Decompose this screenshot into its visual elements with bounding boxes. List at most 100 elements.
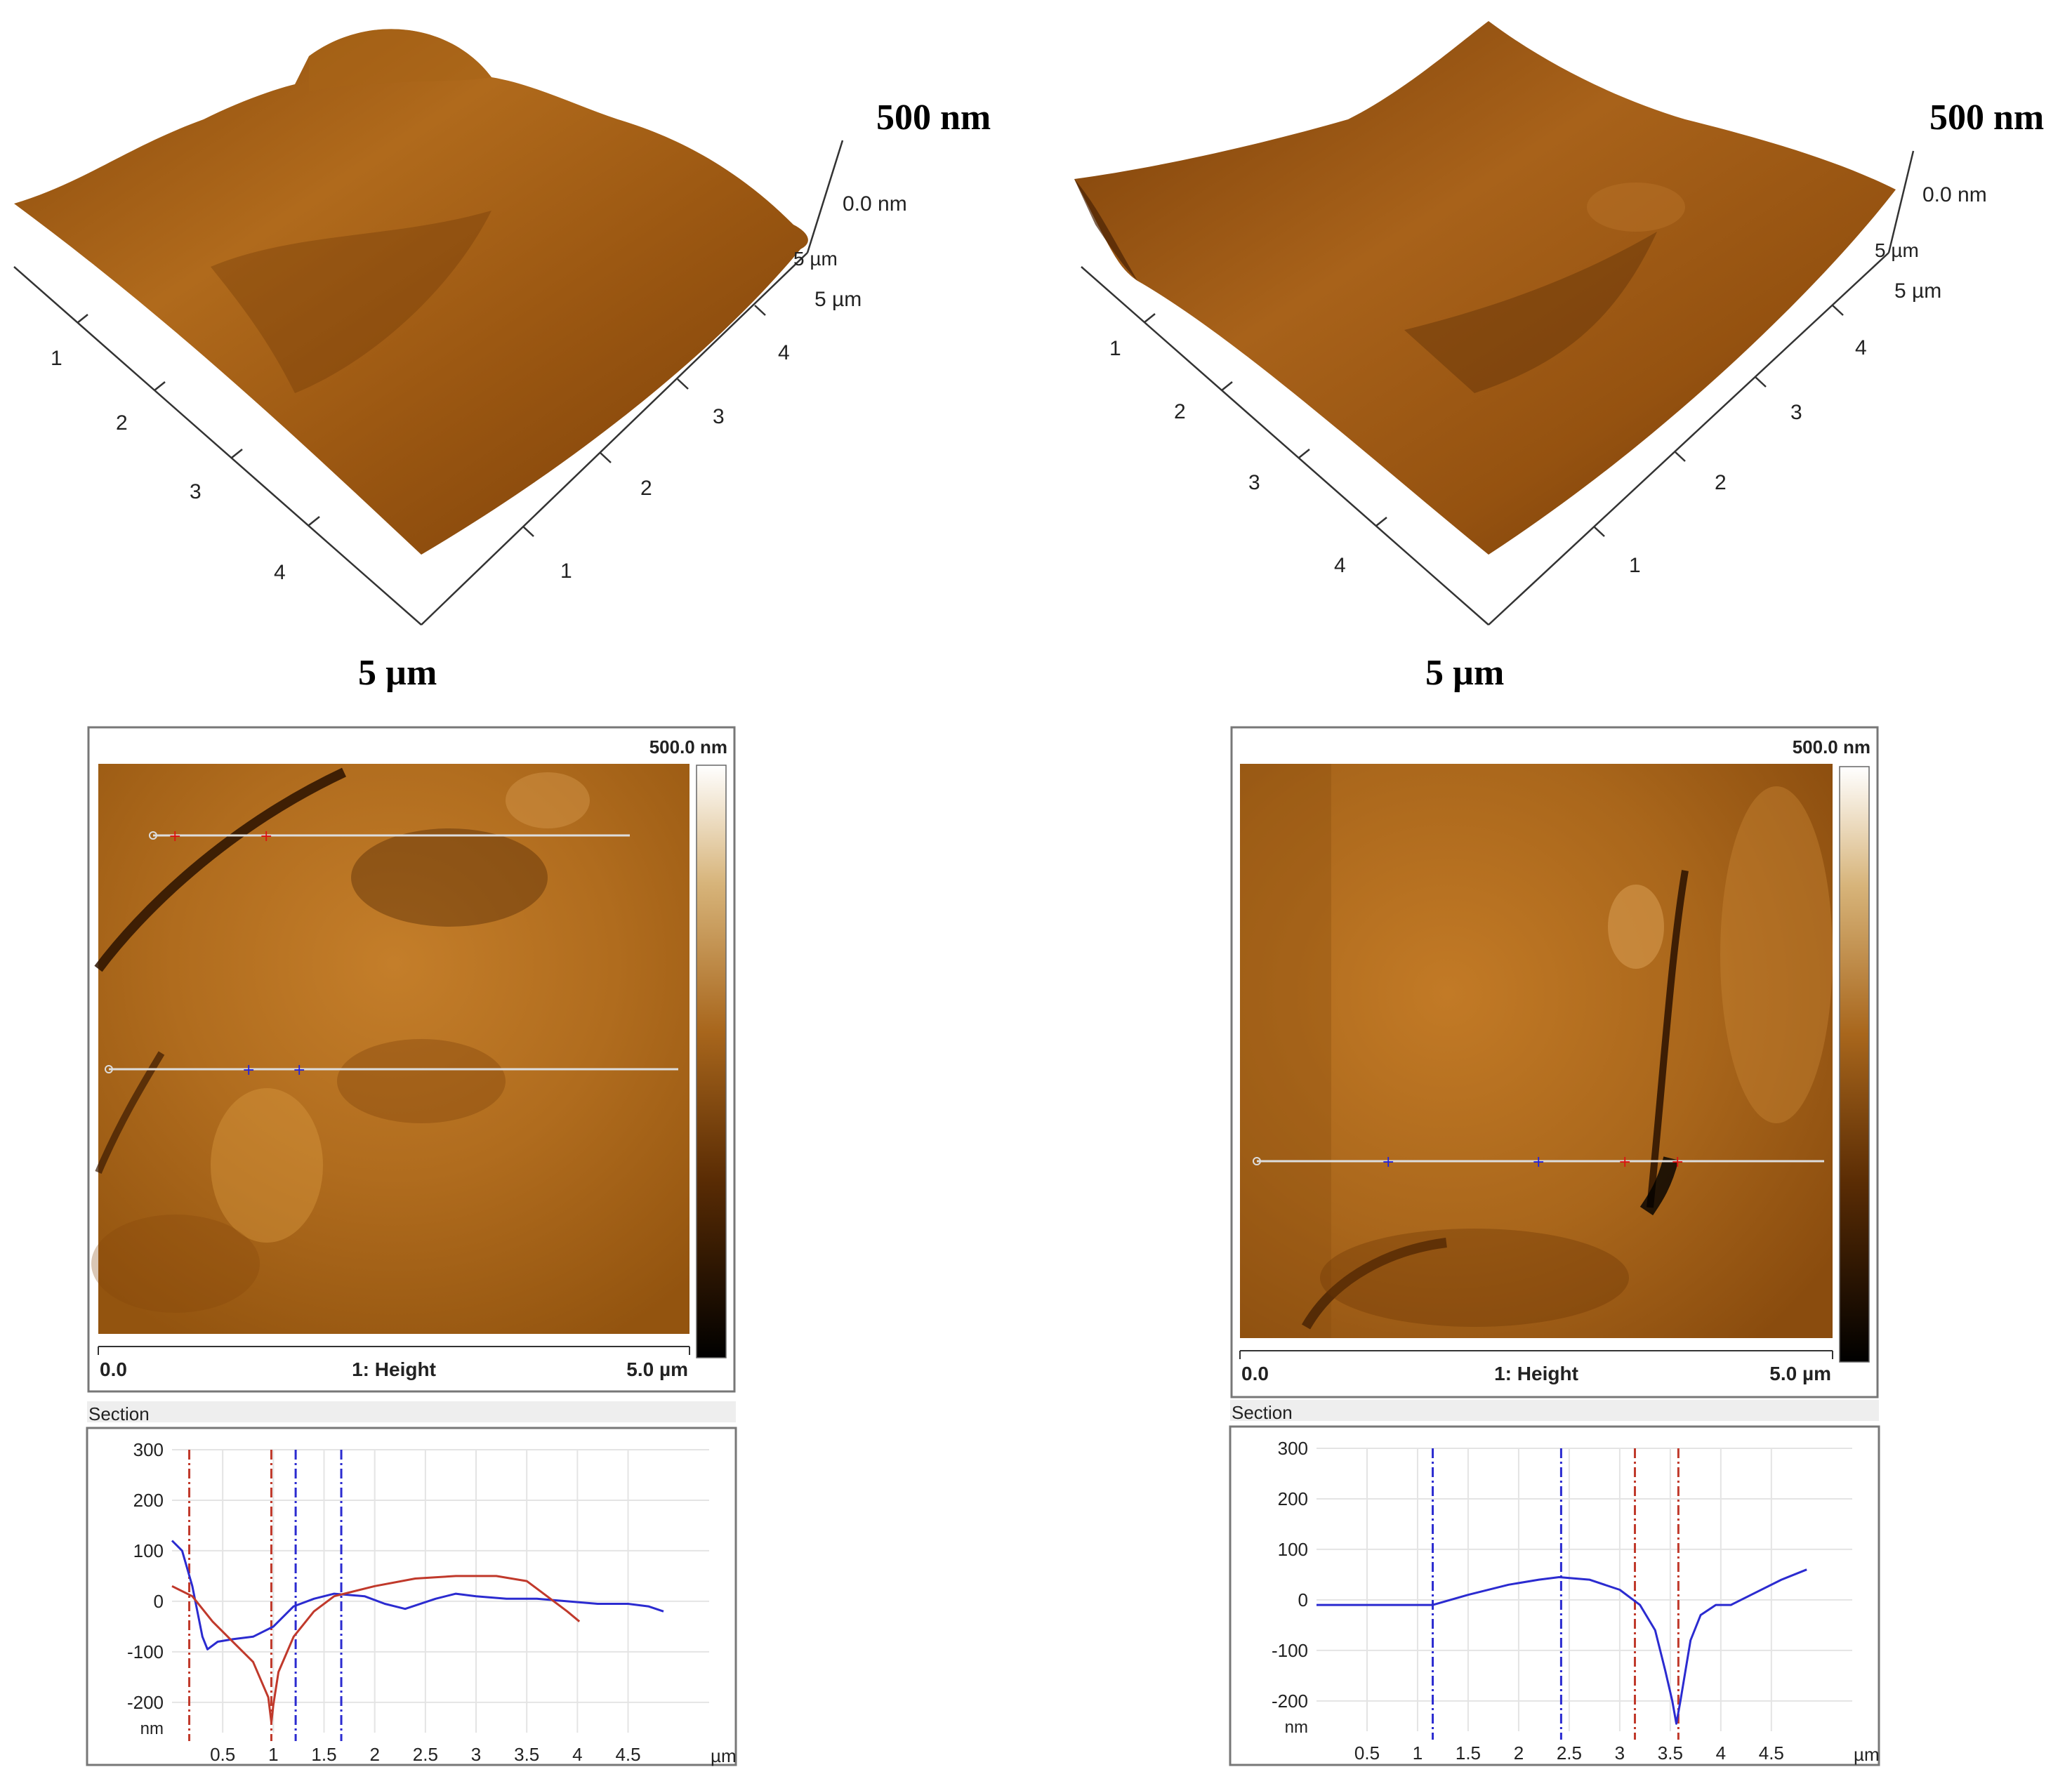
section-label: Section	[1232, 1402, 1293, 1423]
right-tick-label: 3	[713, 405, 725, 428]
y-end-label: 5 µm	[1875, 239, 1919, 261]
color-scale-bar	[696, 765, 727, 1358]
x-tick-label: 1.5	[1456, 1742, 1481, 1764]
surface-right	[1074, 21, 1896, 555]
z-scale-label: 500 nm	[876, 98, 991, 138]
surface-right-shade	[1404, 232, 1657, 393]
map-title: 1: Height	[1494, 1363, 1578, 1384]
x-axis-label: µm	[1854, 1744, 1880, 1765]
left-tick-label: 3	[1248, 471, 1260, 494]
map-x-end: 5.0 µm	[1769, 1363, 1831, 1384]
surface-left-shade	[211, 211, 491, 393]
x-tick-label: 2	[1514, 1742, 1524, 1764]
right-tick-label: 4	[1855, 336, 1867, 359]
x-tick-label: 2	[369, 1744, 379, 1765]
map-title: 1: Height	[352, 1358, 436, 1380]
x-tick-label: 3.5	[514, 1744, 539, 1765]
section-panel-left: Section 0.5 1 1.5 2 2.5 3 3.5 4 4.5 300 200 100 0 -10…	[86, 1401, 737, 1766]
y-tick-label: 100	[1278, 1539, 1308, 1560]
svg-text:+: +	[1671, 1153, 1684, 1171]
color-scale-bar	[1839, 766, 1870, 1363]
x-tick-label: 1	[1413, 1742, 1423, 1764]
y-tick-label: -100	[1272, 1640, 1308, 1661]
left-tick-label: 1	[1109, 337, 1121, 360]
y-axis-label: nm	[140, 1719, 164, 1738]
map-x-start: 0.0	[100, 1358, 127, 1380]
right-tick-label: 1	[1629, 554, 1641, 577]
svg-text:+: +	[293, 1061, 305, 1079]
series-line-blue	[1317, 1568, 1807, 1725]
height-map-right: + + + + 500.0 nm 0.0 1: Height 5.0 µm	[1230, 726, 1879, 1398]
x-tick-label: 2.5	[1557, 1742, 1582, 1764]
height-map-image	[1240, 764, 1833, 1338]
series-line-red	[171, 1575, 581, 1724]
left-tick-label: 2	[1174, 400, 1186, 423]
right-tick-label: 2	[1715, 471, 1727, 494]
section-chart-left: 0.5 1 1.5 2 2.5 3 3.5 4 4.5 300 200 100 0 -100 -200 nm µ…	[127, 1439, 737, 1766]
height-map-left: + + + + 500.0 nm 0.0 1: Height 5.0 µm	[87, 726, 736, 1393]
y-tick-label: 0	[154, 1591, 164, 1612]
svg-text:+: +	[1382, 1153, 1394, 1171]
surface3d-right: 1 2 3 4 1 2 3 4 500 nm 0.0 nm 5 µm 5 µm …	[1074, 21, 2044, 693]
bottom-scale-label: 5 µm	[358, 653, 437, 693]
series-line-blue	[171, 1540, 664, 1651]
z-scale-label: 500 nm	[1929, 98, 2044, 138]
y-axis-label: nm	[1285, 1718, 1308, 1737]
x-tick-label: 0.5	[210, 1744, 235, 1765]
color-scale-max: 500.0 nm	[1793, 736, 1870, 758]
x-tick-label: 3	[1615, 1742, 1625, 1764]
right-tick-label: 3	[1790, 401, 1802, 424]
left-tick-label: 4	[1334, 554, 1346, 577]
left-tick-label: 3	[190, 480, 202, 503]
y-tick-label: -200	[1272, 1691, 1308, 1712]
left-tick-label: 1	[51, 347, 62, 370]
z-zero-label: 0.0 nm	[1922, 183, 1987, 206]
surface-left-ridge	[309, 29, 491, 91]
section-chart-right: 0.5 1 1.5 2 2.5 3 3.5 4 4.5 300 200 100 0 -100 -200 nm µ…	[1272, 1438, 1880, 1765]
left-tick-label: 2	[116, 411, 128, 435]
section-panel-right: Section 0.5 1 1.5 2 2.5 3 3.5 4 4.5 300 200 100 0 -10…	[1229, 1400, 1880, 1766]
x-end-label: 5 µm	[1894, 279, 1941, 303]
z-zero-label: 0.0 nm	[843, 192, 907, 216]
x-tick-label: 1.5	[311, 1744, 336, 1765]
surface-left	[14, 29, 808, 555]
surface3d-left: 1 2 3 4 1 2 3 4 500 nm 0.0 nm 5 µm 5 µm …	[13, 29, 991, 693]
y-tick-label: -200	[127, 1692, 164, 1713]
section-label: Section	[88, 1403, 150, 1424]
x-tick-label: 4	[1716, 1742, 1726, 1764]
x-tick-label: 2.5	[413, 1744, 438, 1765]
y-tick-label: -100	[127, 1641, 164, 1662]
left-tick-label: 4	[274, 561, 286, 584]
x-tick-label: 0.5	[1354, 1742, 1380, 1764]
svg-text:+: +	[1532, 1153, 1545, 1171]
svg-text:+: +	[169, 828, 181, 845]
svg-text:+: +	[242, 1061, 255, 1079]
y-tick-label: 0	[1298, 1589, 1308, 1610]
right-tick-label: 2	[640, 477, 652, 500]
height-map-image	[98, 764, 689, 1334]
y-end-label: 5 µm	[793, 248, 838, 270]
x-end-label: 5 µm	[814, 288, 862, 311]
x-tick-label: 4.5	[615, 1744, 640, 1765]
svg-text:+: +	[1618, 1153, 1631, 1171]
x-tick-label: 1	[268, 1744, 278, 1765]
map-x-end: 5.0 µm	[626, 1358, 688, 1380]
right-tick-label: 4	[778, 341, 790, 364]
x-tick-label: 3	[471, 1744, 481, 1765]
y-tick-label: 200	[133, 1490, 164, 1511]
y-tick-label: 300	[1278, 1438, 1308, 1459]
x-tick-label: 4.5	[1759, 1742, 1784, 1764]
surface-right-edge	[1074, 179, 1137, 281]
x-tick-label: 4	[572, 1744, 582, 1765]
x-tick-label: 3.5	[1658, 1742, 1683, 1764]
x-axis-label: µm	[711, 1745, 737, 1766]
y-tick-label: 200	[1278, 1488, 1308, 1509]
right-tick-label: 1	[560, 560, 572, 583]
svg-text:+: +	[260, 828, 272, 845]
y-tick-label: 100	[133, 1540, 164, 1561]
y-tick-label: 300	[133, 1439, 164, 1460]
bottom-scale-label: 5 µm	[1425, 653, 1504, 693]
color-scale-max: 500.0 nm	[649, 736, 727, 758]
map-x-start: 0.0	[1241, 1363, 1269, 1384]
